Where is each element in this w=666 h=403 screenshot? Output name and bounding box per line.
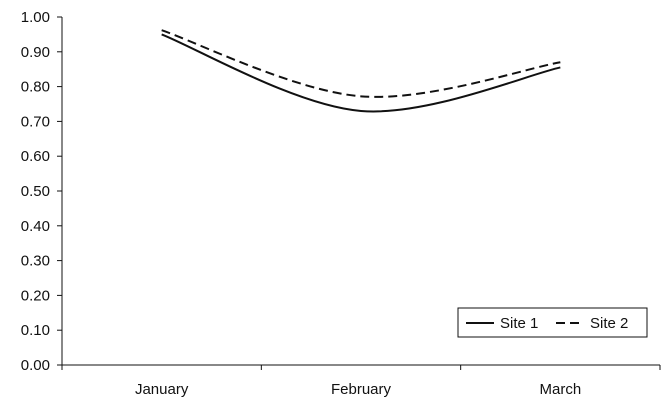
y-tick-label: 0.50 (21, 183, 50, 200)
series-layer (161, 29, 561, 113)
x-axis: January February March (61, 364, 661, 398)
legend: Site 1 Site 2 (457, 307, 648, 338)
series-line-site-2 (161, 29, 561, 98)
y-tick-label: 0.10 (21, 322, 50, 339)
y-tick-label: 0.80 (21, 79, 50, 96)
y-tick-label: 0.00 (21, 357, 50, 374)
y-tick-label: 0.30 (21, 253, 50, 270)
legend-label-site-1: Site 1 (500, 315, 538, 332)
y-tick-label: 0.70 (21, 113, 50, 130)
legend-label-site-2: Site 2 (590, 315, 628, 332)
x-tick-label: February (331, 381, 392, 398)
y-tick-label: 1.00 (21, 9, 50, 26)
y-tick-label: 0.60 (21, 148, 50, 165)
x-tick-label: March (539, 381, 581, 398)
y-tick-label: 0.20 (21, 287, 50, 304)
series-line-site-1 (161, 33, 561, 113)
y-tick-label: 0.40 (21, 218, 50, 235)
x-tick-label: January (135, 381, 189, 398)
y-tick-label: 0.90 (21, 44, 50, 61)
y-axis: 0.00 0.10 0.20 0.30 0.40 0.50 0.60 0.70 0.80 0.90… (21, 9, 63, 374)
